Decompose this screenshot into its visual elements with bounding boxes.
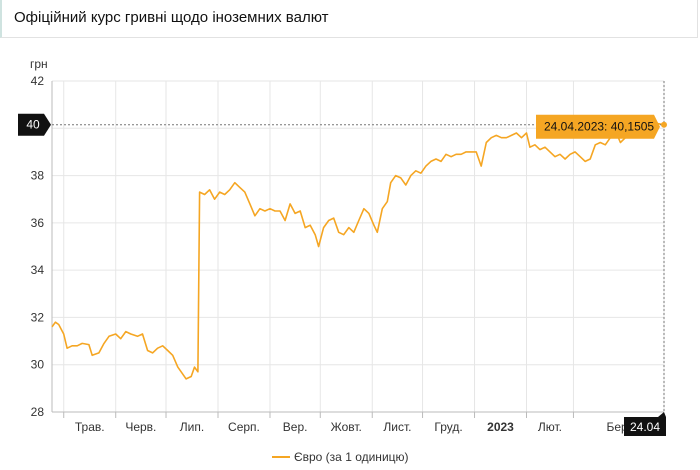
y-tick-label: 32 <box>31 310 45 324</box>
chart-series[interactable] <box>51 122 665 380</box>
crosshair-y-box <box>18 113 51 136</box>
crosshair-y-label: 40 <box>26 118 40 132</box>
x-tick-label: Лист. <box>383 420 411 434</box>
crosshair-x-label: 24.04 <box>630 420 660 434</box>
x-tick-label: Трав. <box>75 420 105 434</box>
x-tick-label: Вер. <box>283 420 308 434</box>
y-tick-label: 30 <box>31 358 45 372</box>
tooltip-text: 24.04.2023: 40,1505 <box>544 120 654 134</box>
x-tick-label: Лип. <box>180 420 204 434</box>
series-line-euro[interactable] <box>51 122 665 380</box>
chart-header: Офіційний курс гривні щодо іноземних вал… <box>0 0 698 38</box>
y-tick-label: 42 <box>31 74 45 88</box>
page-title: Офіційний курс гривні щодо іноземних вал… <box>14 9 329 26</box>
tooltip-box <box>536 114 660 139</box>
chart-axes: 2830323436384042грнТрав.Черв.Лип.Серп.Ве… <box>30 57 664 434</box>
crosshair-point <box>661 121 667 128</box>
y-tick-label: 34 <box>31 263 45 277</box>
x-tick-label: Лют. <box>538 420 562 434</box>
x-tick-label: Черв. <box>125 420 156 434</box>
x-tick-label: Жовт. <box>331 420 362 434</box>
x-tick-label: 2023 <box>487 420 514 434</box>
legend-label-euro[interactable]: Євро (за 1 одиницю) <box>294 450 409 464</box>
x-tick-label: Груд. <box>434 420 462 434</box>
crosshair-x-box <box>624 412 666 436</box>
y-axis-unit: грн <box>30 57 48 71</box>
chart-crosshair: 40 24.04 24.04.2023: 40,1505 <box>18 81 667 436</box>
x-tick-label: Серп. <box>228 420 260 434</box>
y-tick-label: 28 <box>31 405 45 419</box>
chart-legend[interactable]: Євро (за 1 одиницю) <box>272 450 409 464</box>
y-tick-label: 38 <box>31 169 45 183</box>
y-tick-label: 36 <box>31 216 45 230</box>
